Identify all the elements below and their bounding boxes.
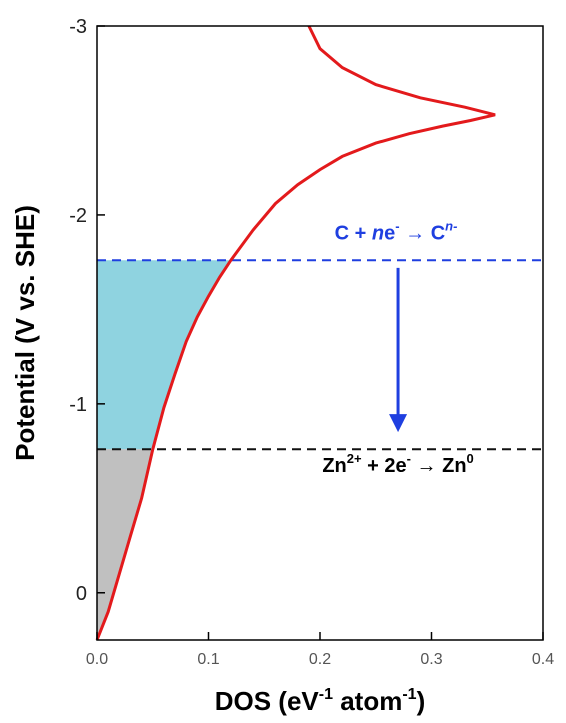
x-title-sup1: -1: [319, 686, 333, 703]
zinc-pre: Zn: [322, 455, 346, 477]
reduction-arrow: [389, 267, 408, 433]
carbon-e: e: [384, 222, 395, 244]
y-axis-title: Potential (V vs. SHE): [10, 205, 40, 461]
zinc-mid: + 2e: [362, 455, 407, 477]
carbon-sup2: n-: [445, 218, 457, 233]
arrow-head: [389, 414, 408, 433]
zinc-sup2: -: [407, 451, 411, 466]
carbon-reaction-label: C + ne- → Cn-: [335, 218, 458, 244]
carbon-arrow: → C: [400, 222, 446, 244]
x-axis-ticks: 0.0 0.1 0.2 0.3 0.4: [86, 632, 554, 668]
y-tick-label: -1: [69, 394, 87, 416]
x-tick-label: 0.3: [420, 651, 442, 668]
filled-region-1: [97, 449, 153, 640]
carbon-n: n: [372, 222, 384, 244]
y-tick-label: -3: [69, 16, 87, 38]
carbon-pre: C +: [335, 222, 372, 244]
y-tick-label: -2: [69, 205, 87, 227]
x-tick-label: 0.1: [197, 651, 219, 668]
dos-curve: [95, 25, 496, 641]
x-tick-label: 0.0: [86, 651, 108, 668]
zinc-arrow: → Zn: [411, 455, 467, 477]
x-axis-title: DOS (eV-1 atom-1): [215, 686, 426, 716]
zinc-sup3: 0: [467, 451, 474, 466]
x-title-end: ): [417, 686, 426, 716]
x-title-base: DOS (eV: [215, 686, 320, 716]
x-title-sup2: -1: [402, 686, 416, 703]
y-tick-label: 0: [76, 583, 87, 605]
filled-region-0: [97, 260, 231, 450]
x-title-mid: atom: [333, 686, 402, 716]
x-tick-label: 0.2: [309, 651, 331, 668]
zinc-reaction-label: Zn2+ + 2e- → Zn0: [322, 451, 473, 477]
fill-regions: [97, 260, 231, 640]
x-tick-label: 0.4: [532, 651, 554, 668]
zinc-sup1: 2+: [347, 451, 362, 466]
carbon-sup1: -: [395, 218, 399, 233]
y-axis-ticks: 0 -1 -2 -3: [69, 16, 105, 605]
